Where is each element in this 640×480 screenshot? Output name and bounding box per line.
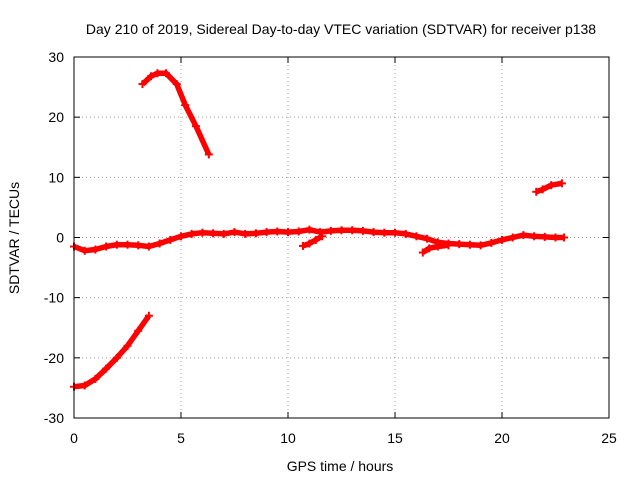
x-tick-label: 0	[70, 430, 78, 446]
x-tick-label: 20	[494, 430, 510, 446]
x-axis-label: GPS time / hours	[287, 458, 394, 474]
x-tick-label: 5	[177, 430, 185, 446]
y-tick-label: 0	[56, 230, 64, 246]
axis-ticks: 0 5 10 15 20 25 -30 -20 -10 0 10 20 30	[44, 49, 617, 446]
data-series	[70, 69, 569, 391]
x-tick-label: 25	[601, 430, 617, 446]
x-tick-label: 15	[387, 430, 403, 446]
series-short-arc-11h	[302, 233, 324, 249]
series-upper-arc	[140, 70, 212, 156]
y-tick-label: -30	[44, 410, 64, 426]
series-short-arc-16h	[421, 242, 449, 255]
x-tick-label: 10	[280, 430, 296, 446]
y-axis-label: SDTVAR / TECUs	[6, 182, 22, 294]
y-tick-label: 20	[48, 109, 64, 125]
y-tick-label: 30	[48, 49, 64, 65]
series-lower-left-arc	[73, 314, 152, 390]
y-tick-label: -20	[44, 350, 64, 366]
series-short-arc-22h	[535, 180, 563, 195]
y-tick-label: 10	[48, 169, 64, 185]
y-tick-label: -10	[44, 290, 64, 306]
chart-title: Day 210 of 2019, Sidereal Day-to-day VTE…	[86, 21, 596, 37]
